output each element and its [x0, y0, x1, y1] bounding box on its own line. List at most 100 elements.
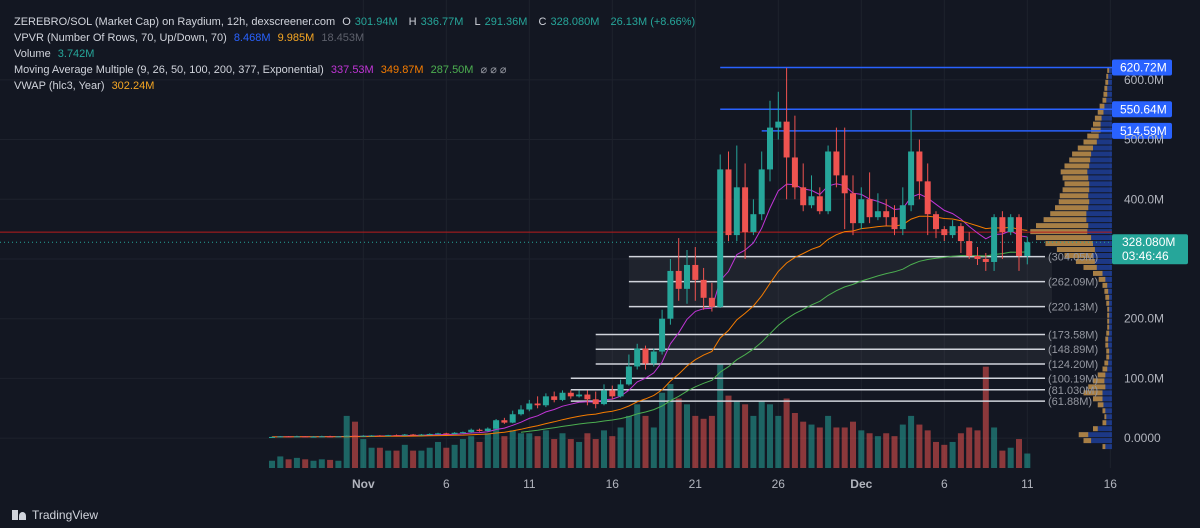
brand-name: TradingView	[32, 508, 99, 522]
candle	[808, 175, 815, 209]
candle	[343, 435, 350, 437]
candle	[966, 232, 973, 259]
vwap-label: VWAP (hlc3, Year)	[14, 80, 105, 92]
volume-bar	[435, 441, 441, 468]
vpvr-down-bar	[1043, 217, 1087, 223]
vpvr-up-bar	[1102, 408, 1112, 414]
candle	[933, 211, 939, 239]
vpvr-down-bar	[1078, 432, 1089, 438]
vpvr-up-bar	[1104, 85, 1112, 91]
candle-body	[850, 193, 856, 224]
candle-body	[750, 214, 757, 233]
candle-body	[659, 318, 666, 352]
vpvr-up-bar	[1105, 336, 1112, 342]
candle-body	[866, 199, 873, 218]
vpvr-down-bar	[1055, 205, 1089, 211]
candle	[443, 432, 450, 435]
vpvr-down-bar	[1104, 288, 1109, 294]
candle	[1016, 214, 1022, 271]
volume-bar	[318, 459, 325, 468]
vpvr-down-bar	[1106, 300, 1110, 306]
vpvr-down-bar	[1093, 426, 1098, 432]
candle-body	[650, 351, 657, 364]
high-value: 336.77M	[420, 16, 464, 28]
volume-bar	[883, 433, 890, 468]
x-axis-label: 21	[689, 477, 703, 491]
volume-bar	[850, 421, 856, 468]
candle	[733, 145, 740, 242]
legend-vpvr-row[interactable]: VPVR (Number Of Rows, 70, Up/Down, 70) 8…	[14, 30, 699, 46]
vpvr-down-bar	[1036, 235, 1092, 241]
candle	[368, 435, 375, 437]
volume-bar	[800, 421, 807, 468]
candle-body	[825, 151, 832, 212]
volume-bar	[625, 415, 632, 468]
vpvr-down-bar	[1093, 121, 1101, 127]
candle-body	[459, 432, 466, 434]
volume-bar	[1024, 453, 1031, 468]
vpvr-up-bar	[1099, 103, 1112, 109]
candle-body	[518, 409, 524, 415]
x-axis-label: 11	[1021, 477, 1034, 491]
vpvr-up-bar	[1097, 402, 1112, 408]
candle	[924, 163, 931, 236]
candle-body	[899, 205, 906, 230]
volume-bar	[825, 415, 832, 468]
vpvr-down-bar	[1104, 85, 1108, 91]
candle	[642, 345, 649, 370]
vpvr-down-bar	[1102, 408, 1106, 414]
tradingview-branding[interactable]: TradingView	[12, 508, 98, 522]
x-axis-label: 6	[443, 477, 450, 491]
volume-bar	[385, 450, 392, 468]
candle	[833, 127, 840, 188]
vpvr-down-bar	[1060, 169, 1088, 175]
candle	[1024, 236, 1031, 265]
candle-body	[526, 403, 533, 410]
vpvr-down-bar	[1093, 270, 1103, 276]
vpvr-up-bar	[1078, 432, 1112, 438]
legend-volume-row[interactable]: Volume 3.742M	[14, 46, 699, 62]
vpvr-down-bar	[1102, 97, 1107, 103]
level-price-label: (173.58M)	[1048, 329, 1098, 341]
candle-body	[567, 392, 574, 397]
volume-bar	[459, 439, 466, 468]
candle-body	[684, 264, 690, 289]
candle-body	[335, 436, 342, 438]
vpvr-down-bar	[1062, 175, 1089, 181]
candle	[576, 390, 583, 398]
candle-body	[443, 433, 450, 435]
vpvr-up-bar	[1072, 151, 1112, 157]
volume-bar	[767, 404, 773, 468]
candle	[592, 391, 599, 409]
candle	[269, 436, 275, 438]
candle-body	[534, 403, 541, 406]
legend-vwap-row[interactable]: VWAP (hlc3, Year) 302.24M	[14, 78, 699, 94]
volume-bar	[576, 441, 583, 468]
x-axis-label: 26	[772, 477, 786, 491]
ohlc-low: L 291.36M	[475, 16, 532, 28]
vpvr-down-bar	[1058, 199, 1090, 205]
candle-body	[609, 390, 616, 397]
candle-body	[725, 169, 732, 236]
volume-bar	[509, 430, 516, 468]
candle-body	[767, 127, 773, 170]
volume-bar	[368, 447, 375, 468]
y-axis-label: 100.0M	[1124, 371, 1164, 385]
symbol-title[interactable]: ZEREBRO/SOL (Market Cap) on Raydium, 12h…	[14, 16, 336, 28]
vpvr-down-bar	[1099, 103, 1105, 109]
vpvr-down-bar	[1104, 360, 1109, 366]
open-value: 301.94M	[354, 16, 398, 28]
candle-body	[667, 270, 674, 319]
legend-mam-row[interactable]: Moving Average Multiple (9, 26, 50, 100,…	[14, 62, 699, 78]
candle-body	[542, 396, 549, 406]
candle	[758, 151, 765, 221]
vpvr-down-bar	[1036, 223, 1089, 229]
candle	[974, 247, 981, 265]
candle-body	[908, 151, 915, 206]
vpvr-down-bar	[1102, 420, 1107, 426]
x-axis-label: 6	[941, 477, 948, 491]
vpvr-up-bar	[1102, 420, 1112, 426]
candle-body	[791, 157, 798, 188]
volume-bar	[841, 427, 848, 468]
